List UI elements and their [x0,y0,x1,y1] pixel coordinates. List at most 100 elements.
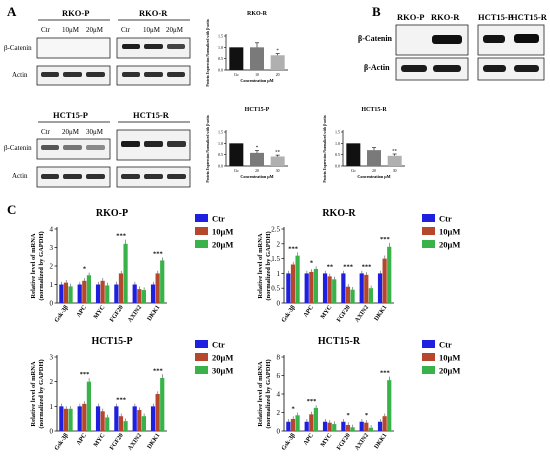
x-tick-label: 30 [276,169,280,173]
x-tick-label: APC [75,304,88,318]
bar [345,424,351,431]
x-tick-label: Gsk-3β [280,304,297,324]
y-tick-label: 1.0 [335,141,340,146]
significance-label: * [256,146,259,151]
group-label-hct15-r: HCT15-R [511,12,548,22]
bar [82,280,87,303]
y-axis-label: Relative level of mRNA [257,233,264,298]
bar [132,406,137,431]
panel-label-a: A [7,4,17,19]
bar [295,415,300,431]
group-label-hct15-r: HCT15-R [133,110,170,120]
bar [105,417,110,431]
chart-title: HCT15-R [318,336,361,347]
significance-label: * [347,412,350,419]
bar [100,411,105,431]
band [86,145,105,150]
x-tick-label: 30 [393,169,397,173]
significance-label: ** [327,264,334,271]
lane-label: 10μM [62,26,80,34]
bar [68,408,73,431]
bar [229,47,244,70]
chart-title: HCT15-P [245,107,270,113]
mrna-chart-hct15-r: HCT15-R 0 2 4 6 8 * Gsk-3β *** APC MYC * FGF20 * AXIN2… [257,336,460,452]
x-tick-label: 20 [372,169,376,173]
x-tick-label: 20 [255,169,259,173]
bar [387,246,392,303]
y-tick-label: 1.5 [218,130,223,135]
x-tick-label: DKK1 [146,304,162,322]
x-tick-label: APC [302,304,315,318]
band [41,145,59,150]
y-tick-label: 1.5 [218,34,223,39]
legend-swatch [195,227,208,235]
y-tick-label: 2 [277,240,281,248]
y-axis-label: Protein Expression Normalized with β-act… [206,115,210,182]
bar [250,47,264,70]
band [483,65,506,72]
chart-title: HCT15-P [91,336,132,347]
band [144,72,163,77]
significance-label: * [276,49,279,54]
x-tick-label: 10 [255,73,259,77]
bar [322,273,328,303]
x-tick-label: APC [302,432,315,446]
bar [368,427,373,431]
y-tick-label: 8 [277,354,281,362]
bar [290,264,296,303]
y-tick-label: 4 [277,391,281,399]
x-tick-label: AXIN2 [354,304,371,324]
significance-label: *** [362,264,372,271]
y-tick-label: 6 [277,372,281,380]
y-tick-label: 0.5 [218,56,223,61]
lane-label: 30μM [86,128,104,136]
group-label-rko-r: RKO-R [139,8,168,18]
significance-label: *** [153,250,163,257]
bar [59,284,64,303]
bar [123,421,128,431]
legend-label: 10μM [212,227,233,237]
significance-label: * [365,412,368,419]
x-tick-label: AXIN2 [127,304,144,324]
y-tick-label: 1 [50,403,54,411]
bar [114,406,119,431]
mrna-chart-rko-p: RKO-P 0 1 2 3 4 Gsk-3β * APC MYC *** FGF20 AXIN2 *** D… [30,208,233,324]
bar [341,273,346,303]
bar [105,285,110,303]
bar [367,150,381,166]
legend-swatch [195,353,208,361]
lane-label: 20μM [86,26,104,34]
bar [86,381,91,431]
bar [350,427,355,431]
band [401,65,427,72]
y-axis-label-2: (normalized by GAPDH) [38,359,45,428]
bar [295,255,300,303]
bar [77,406,82,431]
band [86,72,105,77]
blot-label-actin: Actin [12,172,28,180]
group-label-rko-r: RKO-R [431,12,460,22]
y-tick-label: 0 [277,428,281,436]
legend-label: Ctr [439,340,452,350]
bar [359,273,364,303]
y-tick-label: 2.5 [271,226,280,234]
blot-b-rko-actin [395,57,469,81]
x-tick-label: MYC [319,304,333,320]
panel-label-b: B [372,4,381,19]
bar [100,280,105,303]
y-axis-label: Relative level of mRNA [257,361,264,426]
bar [114,284,119,303]
chart-title: RKO-P [96,208,128,219]
bar [160,260,165,303]
legend-label: 10μM [439,227,460,237]
bar [155,394,160,431]
bar [286,273,291,303]
group-label-rko-p: RKO-P [397,12,424,22]
bar [364,422,369,431]
blot-label-actin: Actin [12,71,28,79]
band [514,34,539,43]
significance-label: *** [80,371,90,378]
x-tick-label: AXIN2 [127,432,144,452]
bar [141,290,146,303]
